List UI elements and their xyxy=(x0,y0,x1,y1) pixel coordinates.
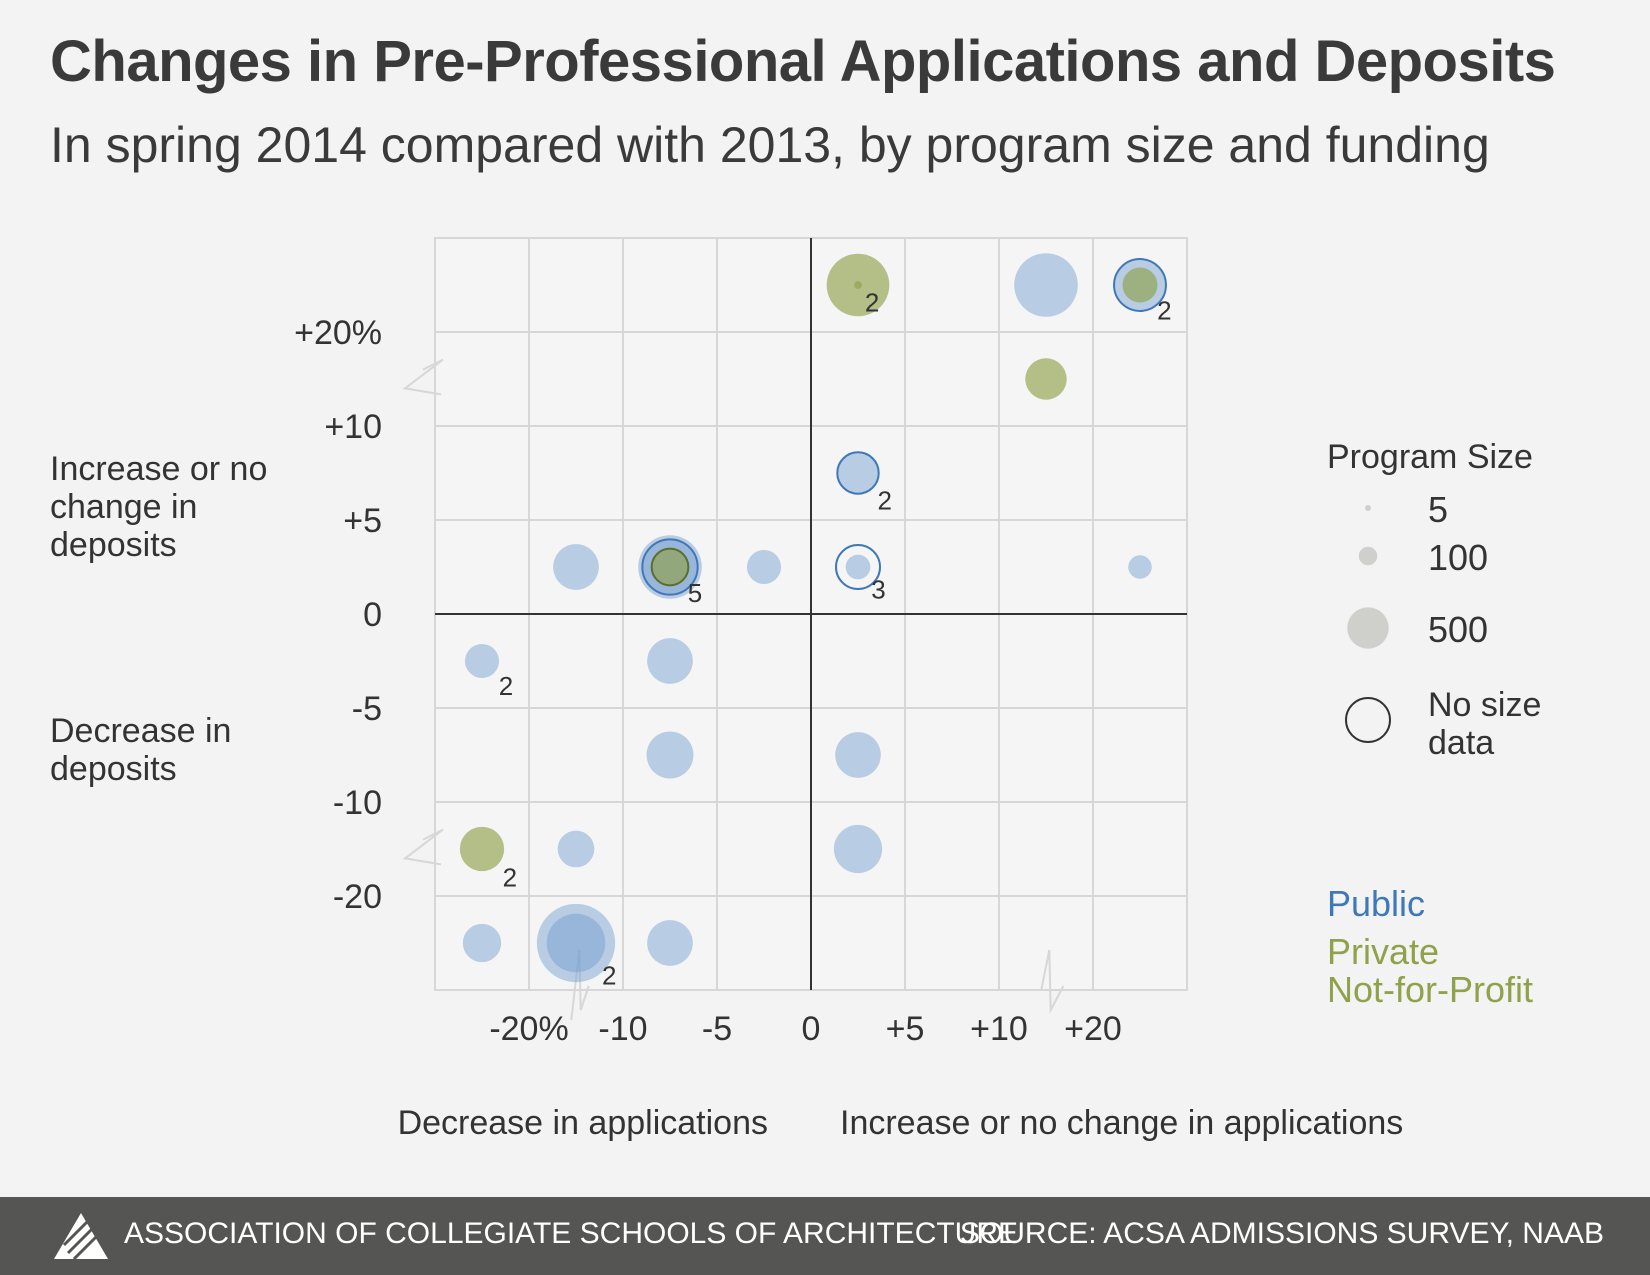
public-point xyxy=(647,920,693,966)
point-count-label: 2 xyxy=(865,287,879,317)
private-point xyxy=(650,547,690,587)
size-legend-label: 100 xyxy=(1428,537,1488,578)
private-point xyxy=(1025,358,1067,400)
public-point xyxy=(546,913,606,973)
quadrant-label-lower: Decrease in deposits xyxy=(50,712,231,788)
public-point xyxy=(833,824,883,874)
quadrant-labels: Increase or no change in deposits Decrease … xyxy=(50,450,1541,1142)
x-tick-label: +5 xyxy=(886,1010,925,1048)
acsa-logo-icon xyxy=(54,1213,108,1261)
y-tick-label: 0 xyxy=(363,596,382,634)
chart-title: Changes in Pre-Professional Applications… xyxy=(50,29,1556,94)
x-axis-break-left xyxy=(570,949,590,1021)
x-tick-label: 0 xyxy=(802,1010,821,1048)
point-count-label: 2 xyxy=(602,961,616,991)
y-axis-break-upper xyxy=(402,358,444,396)
x-tick-label: -5 xyxy=(702,1010,732,1048)
tick-labels: -20% -10 -5 0 +5 +10 +20 +20% +10 +5 0 -5 -10 -20 xyxy=(294,314,1122,1048)
x-tick-label: +20 xyxy=(1064,1010,1122,1048)
footer-bar: ASSOCIATION OF COLLEGIATE SCHOOLS OF ARC… xyxy=(0,1197,1650,1275)
point-count-label: 2 xyxy=(499,671,513,701)
size-legend-label: 5 xyxy=(1428,489,1448,530)
public-point xyxy=(647,638,693,684)
size-legend-circle xyxy=(1347,607,1389,649)
y-tick-label: -20 xyxy=(333,878,382,916)
y-tick-label: +10 xyxy=(324,408,382,446)
public-point xyxy=(646,731,694,779)
x-tick-label: -10 xyxy=(598,1010,647,1048)
public-point xyxy=(845,554,871,580)
funding-legend-public: Public xyxy=(1327,883,1425,924)
public-point xyxy=(536,903,616,983)
quadrant-label-upper: Increase or no change in deposits xyxy=(50,450,267,564)
y-axis-break-lower xyxy=(402,828,444,866)
x-axis-break-right xyxy=(1040,949,1065,1014)
data-points: 2 2 2 5 3 2 2 2 xyxy=(459,253,1172,991)
point-count-label: 2 xyxy=(878,485,892,515)
y-tick-label: +20% xyxy=(294,314,382,352)
quadrant-label-right: Increase or no change in applications xyxy=(840,1104,1403,1142)
chart-subtitle: In spring 2014 compared with 2013, by pr… xyxy=(50,117,1490,173)
public-point xyxy=(1014,253,1078,317)
public-point xyxy=(835,732,881,778)
no-size-legend-label: No size data xyxy=(1428,686,1541,762)
x-tick-label: +10 xyxy=(970,1010,1028,1048)
size-legend-circle xyxy=(1365,505,1371,511)
footer-source: SOURCE: ACSA ADMISSIONS SURVEY, NAAB xyxy=(959,1217,1604,1250)
size-legend-label: 500 xyxy=(1428,609,1488,650)
y-tick-label: -10 xyxy=(333,784,382,822)
no-size-legend-circle xyxy=(1345,697,1391,743)
public-point xyxy=(557,830,595,868)
y-tick-label: -5 xyxy=(352,690,382,728)
public-point xyxy=(462,923,502,963)
size-legend-title: Program Size xyxy=(1327,438,1533,476)
point-count-label: 2 xyxy=(1157,296,1171,326)
no-size-point xyxy=(835,544,881,590)
public-point xyxy=(553,544,599,590)
x-tick-label: -20% xyxy=(489,1010,568,1048)
point-count-label: 5 xyxy=(688,578,702,608)
public-point xyxy=(1128,555,1152,579)
footer-organization: ASSOCIATION OF COLLEGIATE SCHOOLS OF ARC… xyxy=(124,1217,1019,1250)
public-point xyxy=(836,451,880,495)
quadrant-label-left: Decrease in applications xyxy=(398,1104,768,1142)
private-point xyxy=(854,281,862,289)
private-point xyxy=(1122,267,1158,303)
axes xyxy=(402,238,1187,1021)
public-point xyxy=(464,643,500,679)
point-count-label: 2 xyxy=(503,862,517,892)
legend: Program Size 5 100 500 Public Private Not-for-… xyxy=(1327,438,1533,1010)
size-legend-circle xyxy=(1358,546,1378,566)
funding-legend-private: Private Not-for-Profit xyxy=(1327,931,1533,1010)
public-point xyxy=(746,549,782,585)
point-count-label: 3 xyxy=(871,574,885,604)
private-point xyxy=(459,826,505,872)
y-tick-label: +5 xyxy=(343,502,382,540)
